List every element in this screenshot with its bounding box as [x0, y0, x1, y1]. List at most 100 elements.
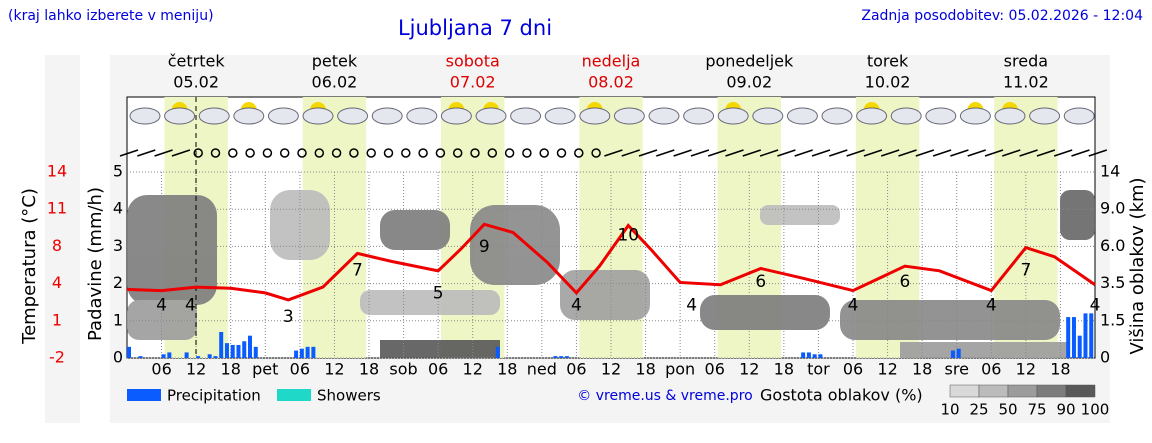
x-tick-label: tor	[807, 360, 830, 379]
precip-bar	[812, 354, 817, 358]
wind-barb	[171, 149, 191, 157]
precip-bar	[253, 346, 258, 358]
wind-barb	[673, 149, 692, 157]
wind-barb	[829, 149, 848, 157]
temp-tick-label: 4	[52, 273, 62, 292]
temp-label: 10	[617, 226, 639, 246]
day-name: ponedeljek	[705, 52, 794, 71]
x-tick-label: 06	[428, 360, 448, 379]
precip-bar	[213, 356, 218, 358]
wind-barb	[984, 149, 1004, 157]
calm-wind	[210, 148, 221, 158]
y-tick-label: 0	[113, 348, 123, 367]
x-tick-label: 12	[739, 360, 759, 379]
calm-wind	[522, 148, 532, 158]
precip-bar	[818, 354, 823, 358]
wind-barb	[1036, 149, 1056, 157]
wind-barb	[915, 149, 935, 157]
precip-bar	[950, 350, 955, 358]
cloud-icon	[752, 107, 784, 125]
x-tick-label: 12	[877, 360, 897, 379]
x-tick-label: 06	[566, 360, 586, 379]
x-tick-label: 06	[981, 360, 1001, 379]
x-tick-label: ned	[527, 360, 557, 379]
precip-bar	[219, 331, 224, 358]
y-tick-label: 5	[113, 162, 123, 181]
calm-wind	[435, 148, 446, 158]
wind-barb	[1053, 149, 1073, 157]
temp-label: 4	[1090, 295, 1101, 315]
wind-barb	[863, 149, 883, 157]
precip-bar	[559, 356, 564, 358]
wind-barb	[621, 149, 640, 157]
wind-barb	[932, 149, 952, 157]
temp-label: 4	[848, 295, 859, 315]
precip-bar	[196, 356, 201, 358]
wind-barb	[725, 149, 744, 157]
precip-bar	[1066, 317, 1071, 358]
temp-label: 7	[1020, 260, 1031, 280]
cloud-icon	[786, 107, 818, 125]
wind-barb	[777, 149, 796, 157]
cloud-icon	[544, 107, 576, 125]
calm-wind	[245, 148, 255, 158]
calm-wind	[383, 148, 394, 158]
precip-bar	[184, 352, 189, 358]
x-tick-label: 18	[221, 360, 241, 379]
calm-wind	[193, 148, 203, 158]
legend-label: Showers	[317, 387, 381, 405]
density-level: 50	[998, 401, 1017, 419]
y2-tick-label: 1.5	[1100, 310, 1125, 329]
y-tick-label: 1	[113, 310, 123, 329]
cloud-icon	[821, 107, 853, 125]
y-tick-label: 3	[113, 236, 123, 255]
precip-bar	[956, 348, 961, 358]
calm-wind	[418, 148, 428, 158]
cloud-icon	[475, 107, 507, 125]
precip-bar	[553, 356, 558, 358]
density-level: 90	[1056, 401, 1075, 419]
temp-tick-label: 14	[47, 162, 67, 181]
x-tick-label: pon	[665, 360, 695, 379]
y-tick-label: 4	[113, 199, 123, 218]
cloud-icon	[959, 107, 991, 125]
temp-tick-label: 1	[52, 310, 62, 329]
wind-barb	[1002, 149, 1021, 157]
temp-label: 7	[352, 260, 363, 280]
wind-barb	[119, 149, 139, 157]
precip-bar	[127, 346, 131, 358]
precip-bar	[305, 346, 310, 358]
cloud-icon	[440, 107, 472, 125]
precip-bar	[1077, 335, 1082, 358]
cloud-icon	[683, 107, 715, 125]
precip-bar	[242, 341, 247, 358]
wind-barb	[759, 149, 779, 157]
wind-barb	[811, 149, 831, 157]
x-tick-label: 06	[705, 360, 725, 379]
x-tick-label: 06	[290, 360, 310, 379]
wind-barb	[154, 149, 173, 157]
density-level: 25	[969, 401, 988, 419]
cloud-icon	[164, 107, 196, 125]
cloud-icon	[1029, 107, 1061, 125]
cloud-icon	[129, 107, 161, 125]
x-tick-label: 18	[635, 360, 655, 379]
cloud-icon	[406, 107, 438, 125]
day-date: 10.02	[865, 73, 911, 92]
density-level: 75	[1027, 401, 1046, 419]
calm-wind	[262, 148, 273, 158]
wind-barb	[604, 149, 623, 157]
precip-bar	[236, 344, 241, 358]
calm-wind	[366, 148, 376, 158]
wind-barb	[656, 149, 675, 157]
calm-wind	[470, 148, 480, 158]
cloud-icon	[1063, 107, 1095, 125]
day-date: 09.02	[726, 73, 772, 92]
cloud-icon	[890, 107, 922, 125]
day-date: 07.02	[450, 73, 496, 92]
y2-axis-title: Višina oblakov (km)	[1127, 177, 1148, 354]
cloud-icon	[579, 107, 611, 125]
calm-wind	[349, 148, 359, 158]
temp-tick-label: 8	[52, 236, 62, 255]
x-tick-label: 18	[774, 360, 794, 379]
